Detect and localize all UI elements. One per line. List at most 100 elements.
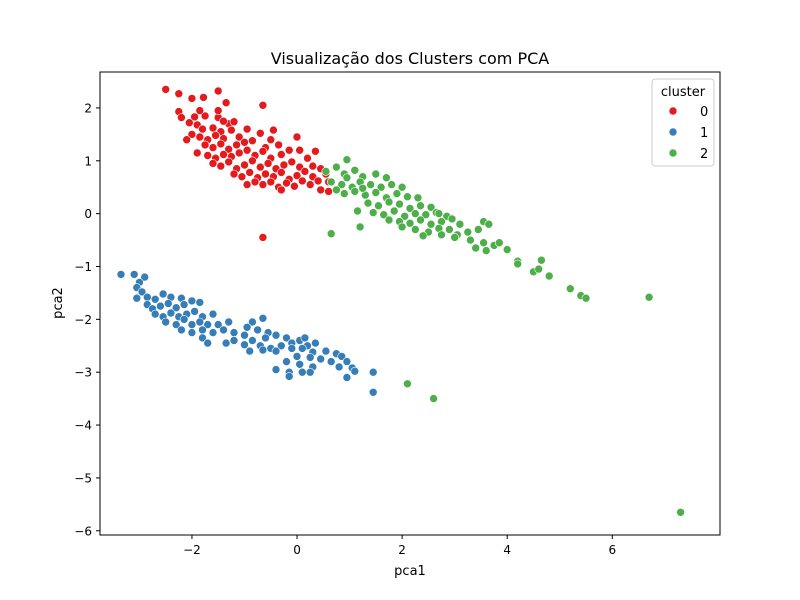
point-cluster-2 bbox=[418, 231, 428, 241]
point-cluster-2 bbox=[463, 227, 473, 237]
point-cluster-0 bbox=[237, 172, 247, 181]
x-axis: −2 0 2 4 6 bbox=[183, 535, 616, 557]
point-cluster-2 bbox=[455, 219, 465, 229]
point-cluster-1 bbox=[240, 330, 249, 340]
point-cluster-1 bbox=[187, 296, 197, 306]
point-cluster-0 bbox=[195, 106, 205, 115]
chart-title: Visualização dos Clusters com PCA bbox=[271, 49, 550, 68]
point-cluster-0 bbox=[200, 140, 210, 150]
point-cluster-1 bbox=[258, 313, 268, 323]
point-cluster-1 bbox=[229, 328, 239, 337]
point-cluster-0 bbox=[324, 187, 333, 196]
point-cluster-0 bbox=[240, 138, 249, 147]
point-cluster-2 bbox=[473, 225, 483, 234]
point-cluster-1 bbox=[334, 362, 344, 372]
point-cluster-2 bbox=[326, 177, 336, 187]
point-cluster-2 bbox=[405, 204, 415, 213]
legend-title: cluster bbox=[661, 85, 706, 100]
point-cluster-2 bbox=[416, 215, 425, 225]
point-cluster-0 bbox=[290, 181, 299, 191]
point-cluster-0 bbox=[284, 145, 294, 155]
point-cluster-0 bbox=[250, 177, 260, 187]
point-cluster-0 bbox=[276, 150, 286, 159]
point-cluster-0 bbox=[187, 94, 197, 103]
point-cluster-0 bbox=[263, 159, 273, 168]
point-cluster-2 bbox=[342, 155, 352, 164]
point-cluster-0 bbox=[276, 185, 286, 195]
point-cluster-0 bbox=[213, 86, 223, 96]
point-cluster-0 bbox=[274, 140, 283, 150]
legend-marker-cluster-1 bbox=[668, 127, 678, 137]
point-cluster-2 bbox=[371, 169, 381, 179]
point-cluster-0 bbox=[174, 89, 184, 98]
point-cluster-0 bbox=[229, 117, 239, 126]
point-cluster-2 bbox=[387, 180, 396, 189]
point-cluster-0 bbox=[213, 106, 223, 115]
point-cluster-1 bbox=[282, 333, 291, 343]
point-cluster-2 bbox=[410, 225, 420, 234]
point-cluster-2 bbox=[374, 201, 383, 210]
point-cluster-1 bbox=[342, 373, 352, 382]
y-tick-label: 0 bbox=[84, 207, 92, 221]
point-cluster-2 bbox=[366, 180, 375, 189]
legend-label-cluster-0: 0 bbox=[700, 105, 708, 120]
point-cluster-2 bbox=[471, 243, 481, 253]
point-cluster-2 bbox=[350, 166, 360, 175]
point-cluster-1 bbox=[171, 303, 181, 313]
point-cluster-0 bbox=[305, 180, 315, 189]
point-cluster-1 bbox=[240, 340, 249, 350]
point-cluster-1 bbox=[295, 359, 305, 369]
point-cluster-1 bbox=[287, 344, 297, 353]
point-cluster-2 bbox=[410, 209, 420, 218]
point-cluster-0 bbox=[303, 153, 312, 163]
point-cluster-0 bbox=[308, 161, 318, 171]
point-cluster-0 bbox=[266, 135, 276, 144]
point-cluster-0 bbox=[234, 132, 244, 142]
point-cluster-1 bbox=[208, 309, 218, 319]
point-cluster-1 bbox=[248, 317, 257, 327]
point-cluster-0 bbox=[258, 101, 268, 110]
point-cluster-2 bbox=[395, 199, 404, 209]
point-cluster-0 bbox=[198, 124, 207, 134]
point-cluster-0 bbox=[208, 159, 218, 168]
point-cluster-1 bbox=[326, 357, 336, 366]
legend-marker-cluster-0 bbox=[668, 106, 678, 116]
legend-label-cluster-2: 2 bbox=[700, 147, 708, 162]
point-cluster-0 bbox=[282, 178, 291, 188]
point-cluster-2 bbox=[397, 182, 407, 192]
point-cluster-2 bbox=[368, 208, 378, 217]
point-cluster-0 bbox=[261, 169, 270, 179]
y-tick-label: −4 bbox=[74, 419, 92, 433]
point-cluster-0 bbox=[221, 98, 231, 107]
point-cluster-2 bbox=[466, 235, 475, 245]
point-cluster-0 bbox=[276, 168, 286, 177]
point-cluster-2 bbox=[355, 222, 365, 232]
y-tick-label: 2 bbox=[84, 101, 92, 115]
point-cluster-1 bbox=[284, 372, 294, 381]
x-axis-label: pca1 bbox=[394, 564, 426, 579]
point-cluster-0 bbox=[161, 85, 170, 94]
point-cluster-1 bbox=[171, 320, 181, 329]
point-cluster-0 bbox=[255, 129, 265, 138]
point-cluster-0 bbox=[182, 135, 191, 144]
point-cluster-0 bbox=[219, 116, 228, 126]
point-cluster-0 bbox=[316, 185, 326, 195]
point-cluster-0 bbox=[311, 147, 320, 156]
point-cluster-2 bbox=[358, 184, 368, 193]
point-cluster-0 bbox=[227, 125, 236, 135]
point-cluster-2 bbox=[403, 379, 412, 389]
point-cluster-1 bbox=[245, 346, 254, 356]
point-cluster-2 bbox=[413, 193, 423, 203]
point-cluster-2 bbox=[392, 189, 402, 198]
point-cluster-0 bbox=[232, 140, 241, 150]
point-cluster-0 bbox=[313, 176, 323, 186]
point-cluster-1 bbox=[150, 294, 160, 304]
point-cluster-1 bbox=[177, 325, 186, 335]
point-cluster-2 bbox=[326, 229, 336, 238]
point-cluster-1 bbox=[195, 298, 205, 307]
point-cluster-1 bbox=[253, 325, 262, 335]
x-tick-label: −2 bbox=[183, 543, 201, 557]
point-cluster-2 bbox=[494, 238, 504, 247]
point-cluster-2 bbox=[353, 206, 362, 216]
point-cluster-0 bbox=[242, 180, 252, 189]
